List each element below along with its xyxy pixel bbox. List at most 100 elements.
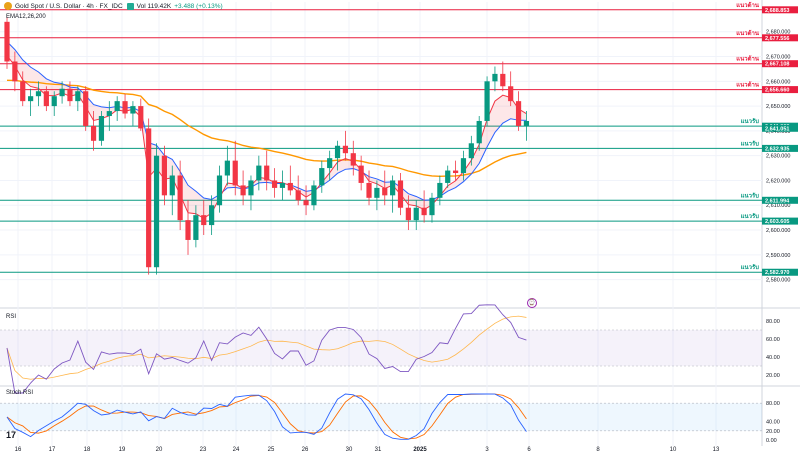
time-tick-label: 31 [375,447,382,453]
candle [429,192,435,223]
price-level-label: 2,611.994 [765,198,790,204]
candle [224,145,230,186]
time-tick-label: 3 [485,447,489,453]
candle-body [437,182,443,198]
current-price-tag [762,124,798,132]
price-level-label: 2,632.935 [765,146,789,152]
candle-body [51,96,57,107]
time-tick-label: 6 [527,447,531,453]
candle-body [43,91,49,107]
candle-body [445,170,451,183]
candle [146,118,152,275]
rsi-indicator-label[interactable]: RSI [6,314,17,320]
candle-body [153,155,160,268]
candle-body [130,106,136,114]
symbol-title[interactable]: Gold Spot / U.S. Dollar · 4h · FX_IDC [15,2,123,10]
support-tag: แนวรับ [741,212,760,220]
candle-body [413,207,419,221]
candle [90,111,97,151]
ema-cloud [7,41,527,219]
candle-body [484,81,490,121]
purple-clock-icon[interactable]: ⌚ [527,298,537,308]
candle [492,66,498,92]
chart-header: Gold Spot / U.S. Dollar · 4h · FX_IDC Vo… [0,0,223,12]
candle-body [4,21,10,62]
candle-body [342,145,349,154]
support-tag: แนวรับ [741,263,760,271]
candle-body [83,91,89,126]
candle [366,170,372,206]
candle [98,111,105,146]
candle-body [279,182,286,188]
stoch-rsi-indicator-label[interactable]: Stoch RSI [6,390,34,396]
candle-body [98,116,105,141]
candle-body [106,111,112,117]
price-level-tag [762,196,798,204]
candle-body [350,153,356,166]
price-tick-label: 2,670.000 [766,55,790,61]
stoch-rsi-pane: 80.00 40.00 20.00 0.00 17 [0,393,780,444]
candle [327,150,333,181]
candle-body [397,180,404,208]
price-tick-label: 2,600.000 [766,228,790,234]
time-tick-label: 17 [49,447,56,453]
candle-body [209,205,215,226]
candle-body [492,73,498,82]
candle [193,205,199,248]
price-level-tag [762,60,798,68]
time-tick-label: 10 [670,447,677,453]
time-tick-label: 24 [233,447,240,453]
candle [452,160,459,181]
market-status-icon [126,2,134,10]
ema-indicator-label[interactable]: EMA12,26,200 [6,14,46,20]
time-axis[interactable]: 16 17 18 19 20 23 24 25 26 30 31 2025 3 6 8 10 13 [15,447,720,453]
candle [20,71,26,107]
candle-body [161,155,167,196]
candle [311,180,317,211]
price-tick-label: 2,580.000 [766,278,790,284]
time-tick-label: 13 [713,447,720,453]
resistance-tag: แนวต้าน [736,55,760,63]
rsi-ma-line [6,315,527,380]
candle-body [224,160,230,176]
price-level-tag [762,268,798,276]
candle [342,130,349,161]
candle-body [271,180,278,188]
candle-body [476,120,482,144]
candle-body [295,190,301,201]
candle-body [28,96,34,102]
candle [476,116,482,151]
candle [358,155,364,191]
stoch-tick-label: 40.00 [766,420,780,426]
candle [460,150,467,181]
candle [437,175,443,206]
candle-body [256,165,262,181]
price-level-label: 2,656.660 [765,88,789,94]
candle-body [177,175,183,221]
candle-body [232,160,238,186]
candle [12,51,18,92]
time-tick-label: 26 [302,447,309,453]
stoch-tick-label: 0.00 [766,438,777,444]
candle [468,135,474,166]
candle-body [240,185,246,196]
stoch-tick-label: 80.00 [766,401,780,407]
candle [295,175,301,206]
price-level-label: 2,667.108 [765,62,789,68]
price-axis[interactable]: 2,680.000 2,670.000 2,660.000 2,650.000 2,64… [762,6,798,284]
candle-body [122,101,128,114]
time-tick-label: 25 [268,447,275,453]
candle [515,91,522,131]
candle [59,81,65,104]
candle-body [67,88,73,102]
candle-body [382,187,388,196]
support-tag: แนวรับ [741,117,760,125]
candle [185,200,191,255]
current-price-label: 2,641.051 [765,126,789,132]
candle [445,165,451,188]
candle-body [421,207,427,216]
candle-body [374,187,380,198]
candle [35,81,42,107]
candle [248,175,254,211]
